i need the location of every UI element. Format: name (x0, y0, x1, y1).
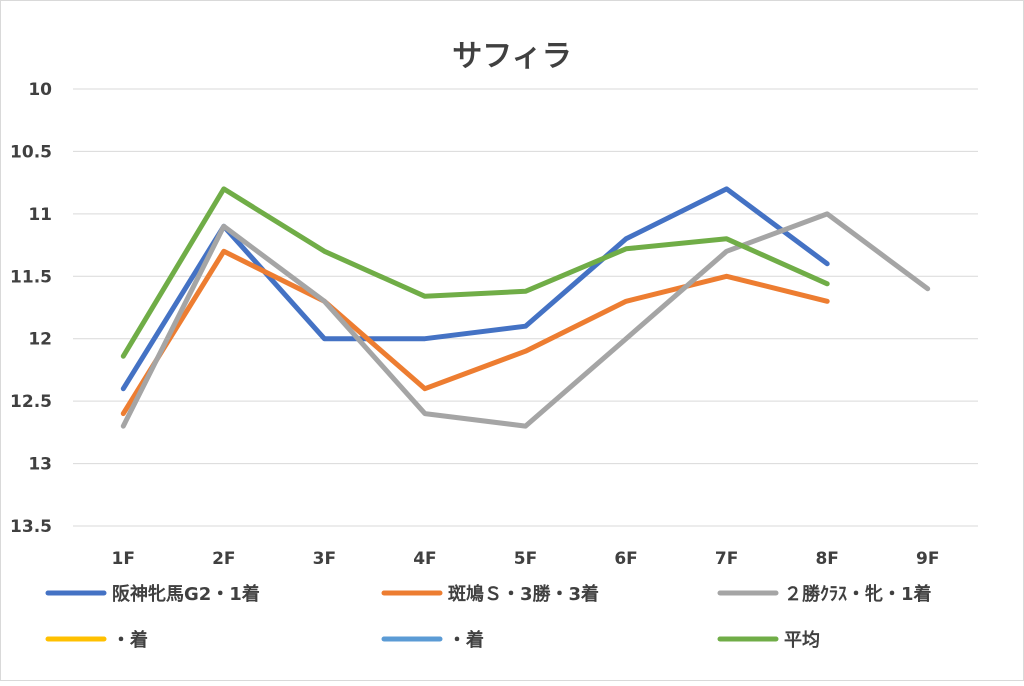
legend-label: 平均 (784, 629, 820, 651)
series-line-2 (120, 211, 931, 429)
y-axis-ticks: 10 10.5 11 11.5 12 12.5 13 13.5 (10, 80, 52, 537)
legend-label: ・着 (112, 629, 148, 651)
series-line-5 (120, 186, 830, 359)
series-line-1 (120, 248, 830, 417)
x-tick-label: 7F (715, 549, 738, 569)
x-tick-label: 5F (514, 549, 537, 569)
x-tick-label: 4F (413, 549, 436, 569)
legend: 阪神牝馬G2・1着 斑鳩Ｓ・3勝・3着 ２勝ｸﾗｽ・牝・1着・着 ・着 平均 (45, 583, 932, 651)
gridlines (73, 88, 978, 527)
x-tick-label: 1F (112, 549, 135, 569)
y-tick-label: 10.5 (10, 142, 52, 162)
legend-label: 斑鳩Ｓ・3勝・3着 (448, 583, 599, 605)
x-tick-label: 8F (815, 549, 838, 569)
x-tick-label: 3F (313, 549, 336, 569)
chart-title: サフィラ (452, 39, 571, 74)
legend-label: ・着 (448, 629, 484, 651)
x-tick-label: 6F (614, 549, 637, 569)
x-axis-ticks: 1F 2F 3F 4F 5F 6F 7F 8F 9F (112, 549, 940, 569)
legend-label: 阪神牝馬G2・1着 (112, 583, 260, 605)
x-tick-label: 2F (212, 549, 235, 569)
y-tick-label: 13.5 (10, 517, 52, 537)
series-lines (120, 186, 931, 429)
y-tick-label: 13 (28, 455, 52, 475)
y-tick-label: 12.5 (10, 392, 52, 412)
y-tick-label: 12 (28, 330, 52, 350)
series-line-0 (120, 186, 830, 392)
y-tick-label: 11.5 (10, 267, 52, 287)
legend-label: ２勝ｸﾗｽ・牝・1着 (784, 583, 932, 605)
y-tick-label: 11 (28, 205, 52, 225)
x-tick-label: 9F (916, 549, 939, 569)
y-tick-label: 10 (28, 80, 52, 100)
